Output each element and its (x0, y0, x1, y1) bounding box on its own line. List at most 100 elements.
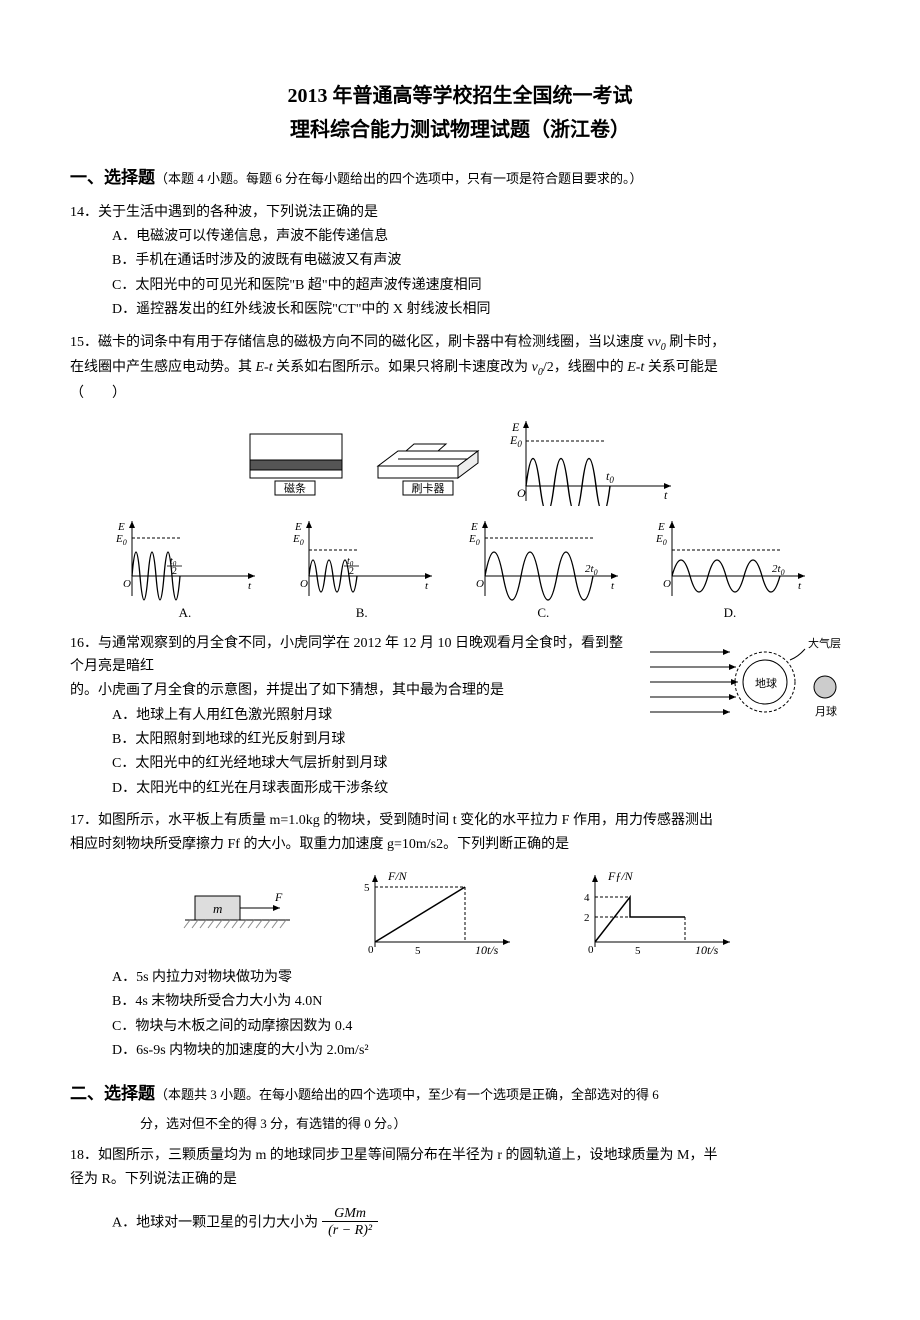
q15-c-label: C. (537, 603, 549, 624)
section1-heading: 一、选择题 (70, 168, 155, 187)
q17-num: 17． (70, 813, 98, 828)
section2-note2: 分，选对但不全的得 3 分，有选错的得 0 分。） (70, 1114, 850, 1135)
f-graph-svg: F/N 5 0 5 10t/s (350, 867, 520, 957)
question-16: 地球 大气层 月球 16．与通常观察到的月全食不同，小虎同学在 2012 年 1… (70, 633, 850, 800)
a-y1: E (117, 521, 125, 533)
block-svg: m F (180, 884, 300, 939)
block-f: F (274, 890, 283, 904)
q16-figure: 地球 大气层 月球 (650, 637, 850, 737)
d-y1: E (657, 521, 665, 533)
ref-t0: t0 (606, 469, 614, 485)
q16-moon-label: 月球 (815, 704, 837, 718)
opt-b-svg: E E0 O t0 2 t (287, 516, 437, 601)
q17-f-graph: F/N 5 0 5 10t/s (350, 867, 520, 957)
q15-reader-fig: 刷卡器 (368, 426, 488, 496)
q15-line1: 15．磁卡的词条中有用于存储信息的磁极方向不同的磁化区，刷卡器中有检测线圈，当以… (70, 332, 850, 356)
q16-atm-label: 大气层 (808, 637, 841, 650)
q14-stem-text: 关于生活中遇到的各种波，下列说法正确的是 (98, 205, 378, 220)
q15-l2b: 关系如右图所示。如果只将刷卡速度改为 (273, 360, 532, 375)
q17-opt-b: B．4s 末物块所受合力大小为 4.0N (70, 991, 850, 1013)
ref-y1: E (511, 420, 520, 434)
q18-frac-num: GMm (322, 1206, 378, 1222)
b-y1: E (294, 521, 302, 533)
q15-line3: （ ） (70, 383, 850, 405)
q18-fraction: GMm(r − R)² (322, 1206, 378, 1241)
q18-num: 18． (70, 1148, 98, 1163)
q16-num: 16． (70, 636, 98, 651)
d-y2: E0 (655, 533, 667, 547)
q15-et1: E-t (256, 360, 273, 375)
section2-note: （本题共 3 小题。在每小题给出的四个选项中，至少有一个选项是正确，全部选对的得… (155, 1087, 659, 1102)
section2-heading: 二、选择题 (70, 1084, 155, 1103)
q15-l2d: 关系可能是 (644, 360, 718, 375)
f-x5: 5 (415, 945, 421, 957)
ff-graph-svg: Fƒ/N 4 2 0 5 10t/s (570, 867, 740, 957)
q15-l2a: 在线圈中产生感应电动势。其 (70, 360, 256, 375)
f-5: 5 (364, 882, 370, 894)
a-y2: E0 (115, 533, 127, 547)
question-14: 14．关于生活中遇到的各种波，下列说法正确的是 A．电磁波可以传递信息，声波不能… (70, 202, 850, 322)
q18-frac-den: (r − R)² (322, 1222, 378, 1240)
a-o: O (123, 578, 131, 590)
q14-opt-a: A．电磁波可以传递信息，声波不能传递信息 (70, 226, 850, 248)
b-y2: E0 (292, 533, 304, 547)
opt-a-svg: E E0 O t0 2 t (110, 516, 260, 601)
q17-ff-graph: Fƒ/N 4 2 0 5 10t/s (570, 867, 740, 957)
q15-stem1: 磁卡的词条中有用于存储信息的磁极方向不同的磁化区，刷卡器中有检测线圈，当以速度 … (98, 335, 655, 350)
q14-num: 14． (70, 205, 98, 220)
q17-line2: 相应时刻物块所受摩擦力 Ff 的大小。取重力加速度 g=10m/s2。下列判断正… (70, 834, 850, 856)
q17-block-fig: m F (180, 884, 300, 939)
section1-header: 一、选择题（本题 4 小题。每题 6 分在每小题给出的四个选项中，只有一项是符合… (70, 164, 850, 192)
q17-opt-c: C．物块与木板之间的动摩擦因数为 0.4 (70, 1016, 850, 1038)
c-o: O (476, 578, 484, 590)
opt-d-svg: E E0 O 2t0 t (650, 516, 810, 601)
q14-opt-c: C．太阳光中的可见光和医院"B 超"中的超声波传递速度相同 (70, 275, 850, 297)
q18-stem1: 如图所示，三颗质量均为 m 的地球同步卫星等间隔分布在半径为 r 的圆轨道上，设… (98, 1148, 718, 1163)
ff-ylabel: Fƒ/N (607, 869, 634, 883)
q18-a-pre: A．地球对一颗卫星的引力大小为 (112, 1215, 318, 1230)
b-2: 2 (349, 566, 354, 577)
question-15: 15．磁卡的词条中有用于存储信息的磁极方向不同的磁化区，刷卡器中有检测线圈，当以… (70, 332, 850, 624)
q15-stem1-tail: 刷卡时， (666, 335, 726, 350)
d-2t0: 2t0 (772, 563, 785, 577)
q15-l2c: /2，线圈中的 (543, 360, 627, 375)
opt-c-svg: E E0 O 2t0 t (463, 516, 623, 601)
q15-fig-top-row: 磁条 刷卡器 E E (70, 416, 850, 506)
q15-et2: E-t (627, 360, 644, 375)
q16-svg: 地球 大气层 月球 (650, 637, 850, 737)
q18-line2: 径为 R。下列说法正确的是 (70, 1169, 850, 1191)
ref-origin: O (517, 486, 526, 500)
ff-x5: 5 (635, 945, 641, 957)
q15-b-label: B. (356, 603, 368, 624)
q15-options-row: E E0 O t0 2 t A. E E0 O t0 2 (70, 516, 850, 624)
question-18: 18．如图所示，三颗质量均为 m 的地球同步卫星等间隔分布在半径为 r 的圆轨道… (70, 1145, 850, 1240)
c-y1: E (470, 521, 478, 533)
q15-v02: v0 (532, 360, 543, 375)
q14-opt-d: D．遥控器发出的红外线波长和医院"CT"中的 X 射线波长相同 (70, 299, 850, 321)
title-line2: 理科综合能力测试物理试题（浙江卷） (70, 114, 850, 146)
section2-header: 二、选择题（本题共 3 小题。在每小题给出的四个选项中，至少有一个选项是正确，全… (70, 1080, 850, 1108)
q15-num: 15． (70, 335, 98, 350)
d-t: t (798, 580, 802, 592)
q14-opt-b: B．手机在通话时涉及的波既有电磁波又有声波 (70, 250, 850, 272)
title-line1: 2013 年普通高等学校招生全国统一考试 (70, 80, 850, 112)
card-svg: 磁条 (245, 426, 350, 496)
block-m: m (213, 901, 222, 916)
a-2: 2 (172, 566, 177, 577)
b-o: O (300, 578, 308, 590)
q16-stem1: 与通常观察到的月全食不同，小虎同学在 2012 年 12 月 10 日晚观看月全… (70, 636, 623, 673)
ff-4: 4 (584, 892, 590, 904)
reader-svg: 刷卡器 (368, 426, 488, 496)
q15-line2: 在线圈中产生感应电动势。其 E-t 关系如右图所示。如果只将刷卡速度改为 v0/… (70, 357, 850, 381)
ref-t: t (664, 488, 668, 502)
q15-opt-d-fig: E E0 O 2t0 t D. (650, 516, 810, 624)
section1-note: （本题 4 小题。每题 6 分在每小题给出的四个选项中，只有一项是符合题目要求的… (155, 171, 643, 186)
q14-stem: 14．关于生活中遇到的各种波，下列说法正确的是 (70, 202, 850, 224)
d-o: O (663, 578, 671, 590)
ff-0: 0 (588, 944, 594, 956)
q15-opt-b-fig: E E0 O t0 2 t B. (287, 516, 437, 624)
q17-line1: 17．如图所示，水平板上有质量 m=1.0kg 的物块，受到随时间 t 变化的水… (70, 810, 850, 832)
f-xunit: 10t/s (475, 943, 499, 957)
q15-opt-a-fig: E E0 O t0 2 t A. (110, 516, 260, 624)
c-2t0: 2t0 (585, 563, 598, 577)
